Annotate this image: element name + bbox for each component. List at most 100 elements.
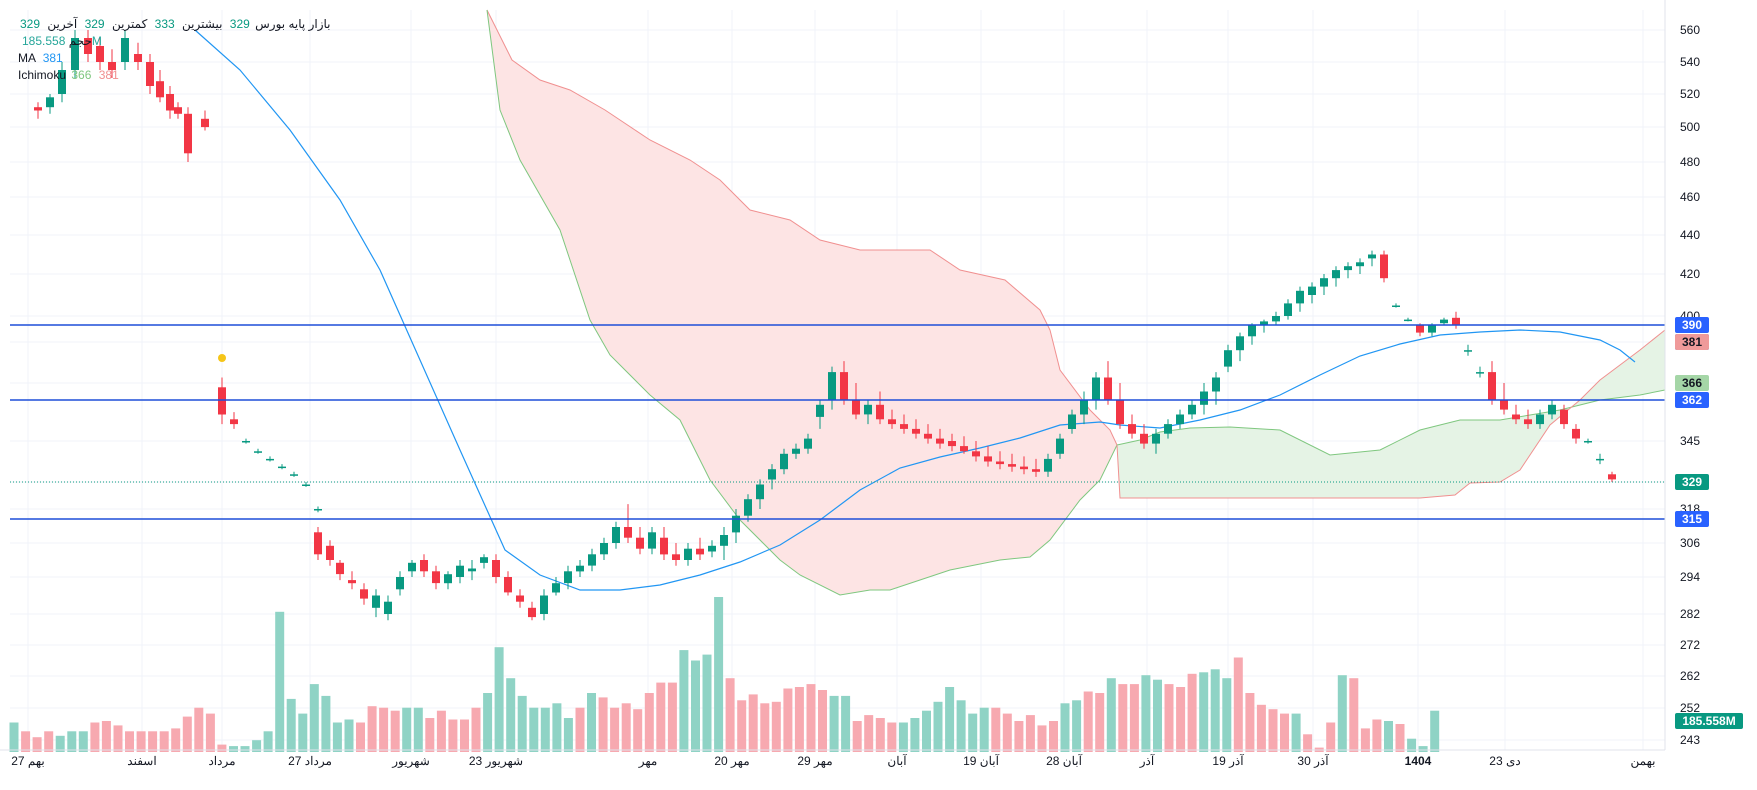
candle-body	[372, 595, 380, 608]
candle-body	[146, 62, 154, 86]
legend-last-label: آخرین	[47, 17, 78, 31]
volume-bar	[1106, 678, 1116, 752]
candle-body	[166, 94, 174, 111]
event-marker-dot[interactable]	[218, 354, 226, 362]
legend-ichimoku-span-b-value: 381	[98, 68, 119, 82]
volume-bar	[841, 695, 851, 752]
volume-bar	[32, 737, 42, 752]
candle-body	[1296, 290, 1304, 304]
candle-body	[1092, 377, 1100, 400]
volume-bar	[275, 611, 285, 752]
time-tick-label: مهر	[638, 754, 658, 768]
volume-bar	[933, 701, 943, 752]
volume-bar	[1153, 679, 1162, 752]
candle-body	[1284, 303, 1292, 316]
candle-body	[1080, 400, 1088, 415]
candle-body	[1596, 458, 1604, 461]
volume-bar	[194, 707, 204, 752]
candle-body	[1236, 336, 1244, 351]
candle-body	[1020, 466, 1028, 470]
volume-bar	[910, 718, 920, 752]
volume-bar	[1187, 673, 1197, 752]
volume-bar	[864, 715, 874, 752]
volume-bar	[725, 678, 735, 752]
candle-body	[1188, 404, 1196, 415]
volume-bar	[448, 719, 458, 752]
volume-bar	[413, 707, 423, 752]
candle-body	[996, 461, 1004, 465]
candle-body	[1248, 325, 1256, 337]
legend-high-value: 333	[154, 17, 175, 31]
volume-bar	[956, 700, 966, 752]
volume-bar	[402, 707, 412, 752]
price-badge	[1675, 474, 1709, 490]
volume-bar	[610, 707, 620, 752]
candle-body	[1572, 428, 1580, 439]
candle-body	[1452, 317, 1460, 325]
candle-body	[552, 583, 560, 593]
span-b-line	[486, 9, 1118, 446]
candle-body	[1104, 377, 1112, 400]
volume-bar	[1233, 657, 1243, 752]
span-a-line	[486, 9, 1118, 596]
volume-bar	[667, 682, 677, 752]
volume-bar	[1360, 728, 1370, 752]
candle-body	[768, 469, 776, 480]
candle-body	[1416, 325, 1424, 333]
candle-body	[660, 537, 668, 555]
volume-bar	[240, 746, 250, 752]
price-badges: 390381381366362329315	[1675, 317, 1709, 527]
volume-bar	[748, 694, 758, 752]
candle-body	[984, 456, 992, 462]
candle-body	[1368, 254, 1376, 259]
candle-body	[1272, 316, 1280, 322]
candle-body	[924, 433, 932, 439]
candle-body	[1428, 325, 1436, 333]
volume-bar	[298, 713, 308, 752]
candle-body	[302, 484, 310, 486]
price-tick-label: 500	[1680, 120, 1700, 134]
candle-body	[266, 458, 274, 461]
candle-body	[1512, 414, 1520, 420]
volume-badge-label: 185.558M	[1682, 714, 1735, 728]
volume-bar	[367, 706, 377, 752]
ichimoku-legend-row[interactable]: Ichimoku 366 381	[18, 67, 331, 84]
volume-bar	[1222, 678, 1232, 752]
volume-bar	[517, 695, 527, 752]
volume-bar	[171, 728, 181, 752]
volume-bar	[217, 744, 227, 752]
ohlc-legend-row: بازار پایه بورس 329 بیشترین 333 کمترین 3…	[18, 16, 331, 33]
price-tick-label: 262	[1680, 669, 1700, 683]
volume-bar	[101, 721, 111, 752]
volume-bar	[818, 690, 827, 752]
price-tick-label: 560	[1680, 23, 1700, 37]
volume-legend-row: حجم 185.558M	[18, 33, 331, 50]
candle-body	[1488, 372, 1496, 400]
candle-body	[1608, 474, 1616, 480]
volume-bar	[829, 695, 839, 752]
volume-bar	[552, 703, 562, 752]
price-tick-label: 520	[1680, 87, 1700, 101]
candle-body	[1332, 270, 1340, 279]
candle-body	[336, 562, 344, 575]
price-badge-label: 362	[1682, 393, 1702, 407]
candle-body	[360, 589, 368, 599]
time-tick-label: 19 آبان	[963, 753, 999, 768]
time-axis[interactable]: 27 بهم اسفند مرداد 27 مرداد شهریور 23 شهریور م…	[11, 753, 1655, 768]
candle-body	[708, 545, 716, 552]
volume-bar	[1372, 719, 1382, 752]
volume-bar	[1037, 725, 1047, 752]
candle-body	[1344, 266, 1352, 271]
volume-bar	[44, 731, 54, 752]
price-tick-label: 272	[1680, 638, 1700, 652]
candle-body	[1044, 458, 1052, 472]
ma-legend-row[interactable]: MA 381	[18, 50, 331, 67]
candle-body	[396, 577, 404, 590]
candle-body	[1320, 278, 1328, 287]
price-tick-label: 420	[1680, 267, 1700, 281]
volume-bar	[575, 707, 585, 752]
volume-bar	[898, 722, 908, 752]
price-badge-label: 329	[1682, 475, 1702, 489]
